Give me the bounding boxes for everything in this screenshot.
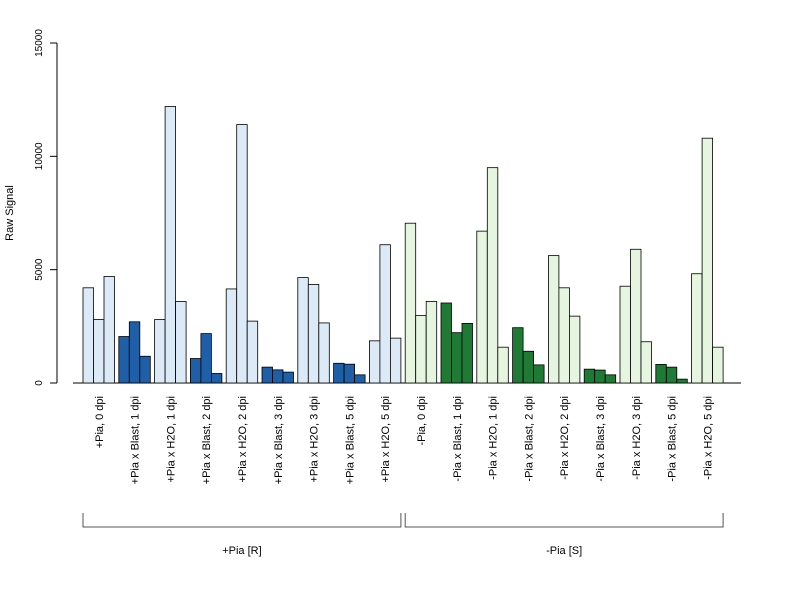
- bar: [604, 374, 617, 384]
- bar: [676, 378, 688, 384]
- bar: [425, 300, 438, 384]
- y-tick-label: 5000: [34, 258, 45, 281]
- bar: [476, 230, 488, 384]
- category-label: +Pia x Blast, 3 dpi: [273, 396, 285, 484]
- bar: [533, 364, 545, 384]
- bar: [210, 373, 223, 384]
- bar: [558, 287, 570, 384]
- bar: [200, 333, 212, 384]
- category-labels: +Pia, 0 dpi +Pia x Blast, 1 dpi +Pia x H2O…: [94, 396, 715, 484]
- category-label: -Pia x Blast, 3 dpi: [595, 396, 607, 482]
- bar: [594, 369, 606, 384]
- bar: [486, 167, 499, 384]
- bar: [583, 368, 596, 384]
- category-label: +Pia x H2O, 1 dpi: [165, 396, 177, 483]
- y-axis: 0 5000 10000 15000: [34, 29, 58, 386]
- bar: [272, 369, 284, 384]
- category-label: -Pia x Blast, 1 dpi: [452, 396, 464, 482]
- bar: [175, 300, 187, 384]
- category-label: -Pia, 0 dpi: [416, 396, 428, 446]
- bars: [82, 106, 724, 384]
- category-label: -Pia x Blast, 2 dpi: [523, 396, 535, 482]
- category-label: -Pia x H2O, 2 dpi: [559, 396, 571, 480]
- bar: [440, 302, 452, 384]
- bar: [236, 124, 248, 384]
- bar: [497, 346, 509, 384]
- category-label: +Pia x Blast, 5 dpi: [344, 396, 356, 484]
- bar: [640, 341, 652, 384]
- bar: [569, 315, 581, 384]
- bar: [701, 137, 713, 384]
- bar: [128, 321, 141, 384]
- bar: [368, 340, 381, 384]
- category-label: +Pia x Blast, 1 dpi: [130, 396, 142, 484]
- y-tick-label: 0: [34, 380, 45, 386]
- category-label: +Pia x Blast, 2 dpi: [201, 396, 213, 484]
- group-brackets: +Pia [R] -Pia [S]: [82, 513, 724, 557]
- bar: [461, 322, 473, 384]
- bar: [691, 273, 703, 384]
- bar: [451, 332, 463, 384]
- group-bracket: [404, 513, 724, 528]
- category-label: +Pia x H2O, 3 dpi: [309, 396, 321, 483]
- bar: [655, 364, 667, 384]
- bar: [282, 371, 294, 384]
- bar: [297, 277, 309, 384]
- category-label: -Pia x Blast, 5 dpi: [667, 396, 679, 482]
- bar: [712, 346, 724, 384]
- bar: [389, 337, 402, 384]
- category-label: +Pia x H2O, 5 dpi: [380, 396, 392, 483]
- bar: [261, 366, 273, 384]
- bar: [548, 255, 560, 384]
- bar: [354, 374, 366, 384]
- bar: [522, 350, 534, 384]
- bar: [189, 358, 202, 384]
- bar: [82, 287, 94, 384]
- bar: [93, 319, 105, 384]
- group-label: -Pia [S]: [546, 545, 582, 557]
- bar: [619, 285, 631, 384]
- category-label: -Pia x H2O, 5 dpi: [702, 396, 714, 480]
- bar: [318, 322, 330, 384]
- y-tick-label: 10000: [34, 142, 45, 170]
- bar: [665, 366, 678, 384]
- y-tick-label: 15000: [34, 29, 45, 57]
- category-label: +Pia x H2O, 2 dpi: [237, 396, 249, 483]
- bar: [246, 320, 259, 384]
- bar: [103, 276, 115, 384]
- bar: [379, 244, 391, 384]
- bar: [164, 106, 177, 384]
- bar: [415, 315, 427, 384]
- bar: [154, 319, 166, 384]
- bar: [343, 363, 356, 384]
- bar: [225, 288, 238, 384]
- bar: [512, 327, 524, 384]
- bar: [307, 283, 320, 384]
- bar: [139, 355, 151, 384]
- y-axis-title: Raw Signal: [4, 185, 16, 241]
- category-label: -Pia x H2O, 1 dpi: [488, 396, 500, 480]
- bar: [118, 336, 130, 384]
- bar: [404, 222, 417, 384]
- category-label: +Pia, 0 dpi: [94, 396, 106, 448]
- group-label: +Pia [R]: [222, 545, 261, 557]
- bar: [333, 362, 345, 384]
- category-label: -Pia x H2O, 3 dpi: [631, 396, 643, 480]
- bar: [630, 248, 642, 384]
- group-bracket: [82, 513, 402, 528]
